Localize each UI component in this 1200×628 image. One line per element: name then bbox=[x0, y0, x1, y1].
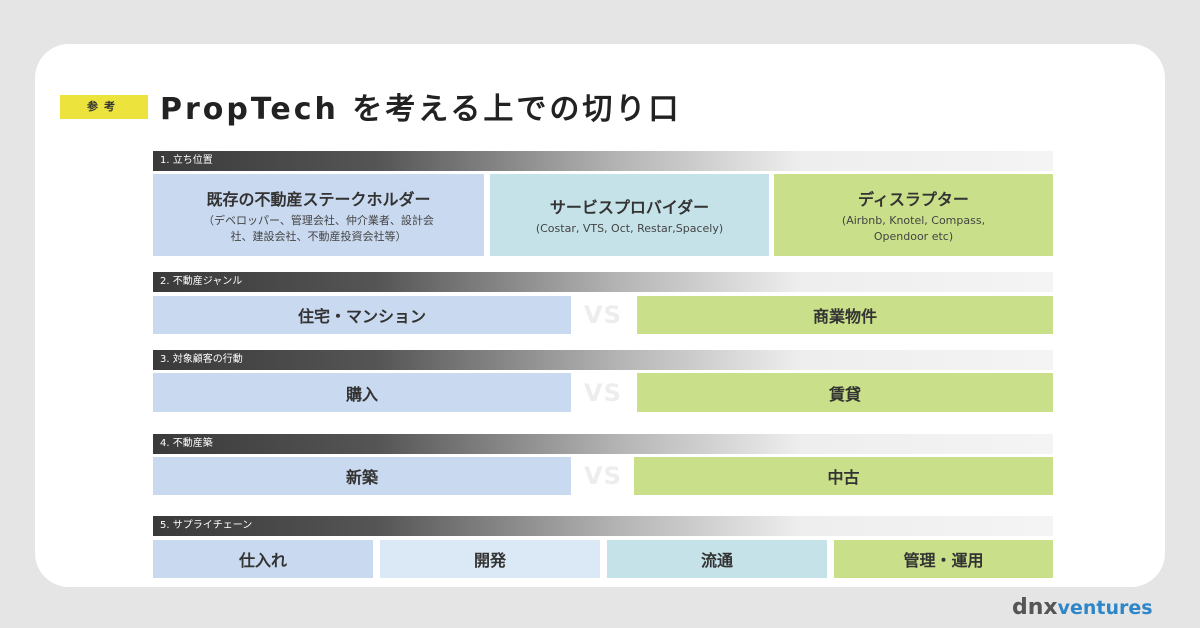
box-commercial: 商業物件 bbox=[637, 296, 1053, 334]
box-sourcing: 仕入れ bbox=[153, 540, 373, 578]
box-purchase: 購入 bbox=[153, 373, 571, 412]
box-title: 既存の不動産ステークホルダー bbox=[206, 189, 431, 209]
box-title: 商業物件 bbox=[812, 307, 877, 326]
box-title: 管理・運用 bbox=[903, 551, 984, 570]
reference-tag: 参考 bbox=[60, 95, 148, 119]
box-title: 仕入れ bbox=[238, 551, 287, 570]
box-title: サービスプロバイダー bbox=[549, 197, 710, 217]
logo-ventures: ventures bbox=[1057, 597, 1153, 619]
section-header-customer-action: 3. 対象顧客の行動 bbox=[153, 350, 1053, 370]
box-management: 管理・運用 bbox=[834, 540, 1053, 578]
box-title: 住宅・マンション bbox=[297, 307, 426, 326]
box-subtitle: (Costar, VTS, Oct, Restar,Spacely) bbox=[535, 221, 724, 235]
box-title: 中古 bbox=[827, 468, 860, 487]
box-existing-stakeholders: 既存の不動産ステークホルダー （デベロッパー、管理会社、仲介業者、設計会社、建設… bbox=[153, 174, 484, 256]
box-residential: 住宅・マンション bbox=[153, 296, 571, 334]
box-service-providers: サービスプロバイダー (Costar, VTS, Oct, Restar,Spa… bbox=[490, 174, 769, 256]
box-title: 賃貸 bbox=[828, 384, 861, 404]
page-title: PropTech を考える上での切り口 bbox=[160, 92, 682, 127]
section-header-genre: 2. 不動産ジャンル bbox=[153, 272, 1053, 292]
vs-label: VS bbox=[584, 379, 622, 407]
dnx-ventures-logo: dnxventures bbox=[1012, 595, 1153, 620]
box-development: 開発 bbox=[380, 540, 600, 578]
section-header-position: 1. 立ち位置 bbox=[153, 151, 1053, 171]
section-header-building-age: 4. 不動産築 bbox=[153, 434, 1053, 454]
box-title: ディスラプター bbox=[858, 189, 969, 209]
box-used: 中古 bbox=[634, 457, 1053, 495]
logo-dnx: dnx bbox=[1012, 595, 1058, 620]
section-header-supply-chain: 5. サプライチェーン bbox=[153, 516, 1053, 536]
box-new-build: 新築 bbox=[153, 457, 571, 495]
box-subtitle: (Airbnb, Knotel, Compass, Opendoor etc) bbox=[841, 213, 986, 243]
box-distribution: 流通 bbox=[607, 540, 827, 578]
vs-label: VS bbox=[584, 462, 622, 490]
box-subtitle: （デベロッパー、管理会社、仲介業者、設計会社、建設会社、不動産投資会社等） bbox=[203, 213, 434, 243]
box-title: 購入 bbox=[345, 384, 378, 404]
box-disruptors: ディスラプター (Airbnb, Knotel, Compass, Opendo… bbox=[774, 174, 1053, 256]
box-title: 流通 bbox=[700, 551, 733, 570]
box-rent: 賃貸 bbox=[637, 373, 1053, 412]
box-title: 開発 bbox=[473, 551, 506, 570]
box-title: 新築 bbox=[345, 468, 378, 487]
vs-label: VS bbox=[584, 301, 622, 329]
